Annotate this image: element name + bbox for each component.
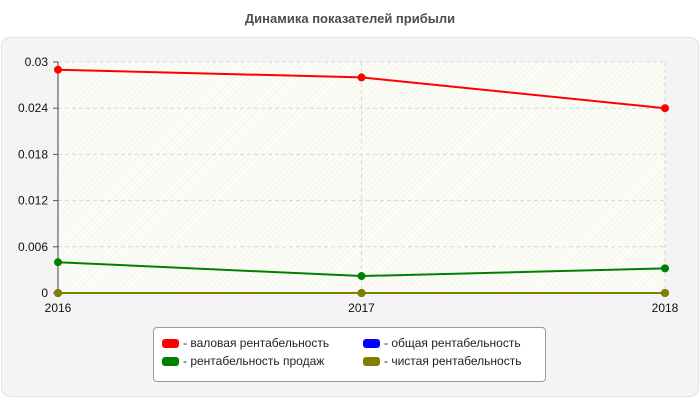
- legend-item-sales-margin[interactable]: - рентабельность продаж: [162, 354, 324, 368]
- data-point: [357, 289, 366, 297]
- data-point: [661, 264, 669, 273]
- legend-swatch: [162, 356, 179, 366]
- x-tick-label: 2018: [652, 301, 679, 315]
- x-tick-label: 2016: [45, 301, 72, 315]
- legend-item-net-margin[interactable]: - чистая рентабельность: [363, 354, 521, 368]
- legend-swatch: [363, 338, 380, 348]
- series-group: [54, 65, 669, 297]
- y-tick-label: 0.018: [18, 147, 48, 161]
- data-point: [54, 258, 62, 267]
- legend-label: - валовая рентабельность: [183, 336, 330, 350]
- legend: - валовая рентабельность - общая рентабе…: [153, 327, 546, 382]
- y-tick-label: 0.024: [18, 101, 48, 115]
- legend-label: - чистая рентабельность: [384, 354, 522, 368]
- y-tick-label: 0.012: [18, 194, 48, 208]
- y-tick-label: 0.006: [18, 240, 48, 254]
- grid: [58, 61, 666, 293]
- data-point: [54, 65, 62, 74]
- y-tick-label: 0.03: [25, 55, 49, 69]
- legend-label: - общая рентабельность: [384, 336, 521, 350]
- x-tick-label: 2017: [348, 301, 375, 315]
- legend-swatch: [162, 338, 179, 348]
- data-point: [661, 289, 669, 297]
- data-point: [357, 73, 366, 82]
- y-tick-label: 0: [41, 286, 48, 300]
- legend-label: - рентабельность продаж: [183, 354, 325, 368]
- legend-swatch: [363, 356, 380, 366]
- legend-item-gross-margin[interactable]: - валовая рентабельность: [162, 336, 329, 350]
- legend-item-total-margin[interactable]: - общая рентабельность: [363, 336, 521, 350]
- tick-labels: 0 0.006 0.012 0.018 0.024 0.03 2016 2017 2018: [18, 55, 679, 315]
- chart-title: Динамика показателей прибыли: [244, 11, 456, 26]
- data-point: [661, 104, 669, 113]
- data-point: [357, 272, 366, 281]
- data-point: [54, 289, 62, 297]
